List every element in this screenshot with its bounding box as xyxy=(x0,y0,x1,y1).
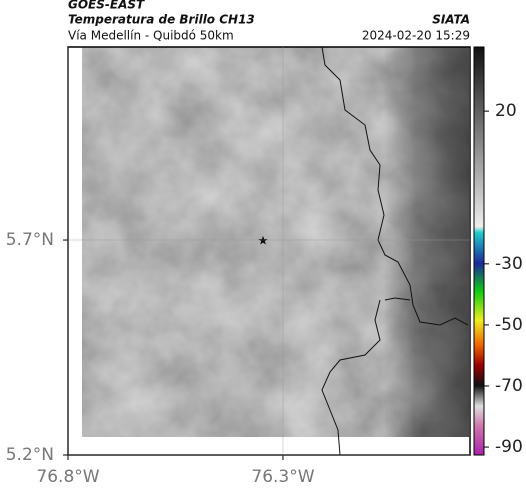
colorbar-tick-label: -90 xyxy=(495,437,523,457)
x-tick-label: 76.3°W xyxy=(251,467,314,487)
borders xyxy=(321,46,469,456)
title: GOES-EAST xyxy=(68,0,145,12)
x-tick-label: 76.8°W xyxy=(36,467,99,487)
route: Vía Medellín - Quibdó 50km xyxy=(68,29,234,43)
location-marker: ★ xyxy=(258,234,269,248)
colorbar xyxy=(473,46,485,456)
subtitle: Temperatura de Brillo CH13 xyxy=(68,13,255,27)
image-shade xyxy=(82,47,469,437)
map-frame xyxy=(67,46,471,456)
colorbar-tick-label: -70 xyxy=(495,376,523,396)
y-tick-label: 5.2°N xyxy=(6,445,54,465)
colorbar-tick-label: -50 xyxy=(495,315,523,335)
source: SIATA xyxy=(432,13,470,27)
colorbar-tick-label: 20 xyxy=(495,101,517,121)
y-tick-label: 5.7°N xyxy=(6,230,54,250)
timestamp: 2024-02-20 15:29 xyxy=(362,29,470,43)
colorbar-tick-label: -30 xyxy=(495,254,523,274)
